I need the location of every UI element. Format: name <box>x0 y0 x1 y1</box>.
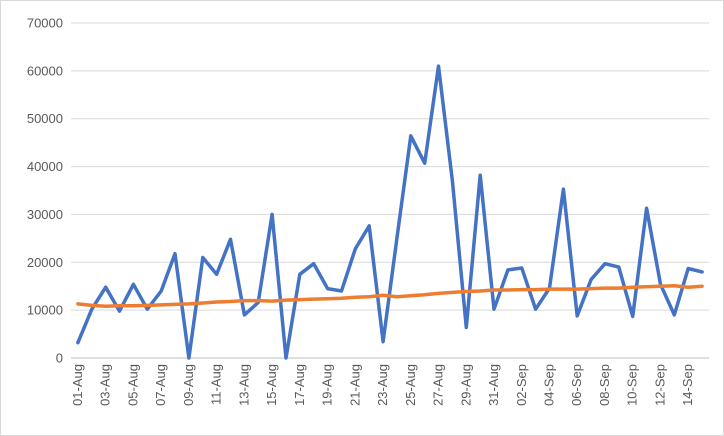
y-tick-label: 50000 <box>27 111 63 126</box>
x-tick-label: 08-Sep <box>597 364 612 406</box>
x-axis-ticks: 01-Aug 03-Aug 05-Aug 07-Aug 09-Aug 11-Aug 13-A… <box>70 364 695 406</box>
x-tick-label: 27-Aug <box>431 364 446 406</box>
x-tick-label: 25-Aug <box>403 364 418 406</box>
x-tick-label: 31-Aug <box>486 364 501 406</box>
y-axis-ticks: 0 10000 20000 30000 40000 50000 60000 70000 <box>27 16 63 366</box>
y-tick-label: 40000 <box>27 159 63 174</box>
x-tick-label: 29-Aug <box>458 364 473 406</box>
series-line-orange <box>76 283 704 309</box>
x-tick-label: 13-Aug <box>236 364 251 406</box>
y-tick-label: 20000 <box>27 255 63 270</box>
x-tick-label: 14-Sep <box>680 364 695 406</box>
x-tick-label: 04-Sep <box>542 364 557 406</box>
x-tick-label: 06-Sep <box>569 364 584 406</box>
x-tick-label: 11-Aug <box>209 364 224 405</box>
x-tick-label: 23-Aug <box>375 364 390 406</box>
x-tick-label: 07-Aug <box>153 364 168 406</box>
x-tick-label: 19-Aug <box>320 364 335 406</box>
x-tick-label: 17-Aug <box>292 364 307 406</box>
y-tick-label: 70000 <box>27 16 63 31</box>
x-tick-label: 21-Aug <box>347 364 362 406</box>
x-tick-label: 03-Aug <box>98 364 113 406</box>
series-lines <box>76 64 704 360</box>
y-tick-label: 0 <box>56 351 63 366</box>
x-tick-label: 15-Aug <box>264 364 279 406</box>
y-tick-label: 10000 <box>27 303 63 318</box>
x-tick-label: 09-Aug <box>181 364 196 406</box>
y-tick-label: 30000 <box>27 207 63 222</box>
x-tick-label: 01-Aug <box>70 364 85 406</box>
x-tick-label: 12-Sep <box>652 364 667 406</box>
series-line-blue <box>76 64 704 360</box>
x-tick-label: 05-Aug <box>125 364 140 406</box>
x-tick-label: 02-Sep <box>514 364 529 406</box>
y-tick-label: 60000 <box>27 63 63 78</box>
x-tick-label: 10-Sep <box>625 364 640 406</box>
